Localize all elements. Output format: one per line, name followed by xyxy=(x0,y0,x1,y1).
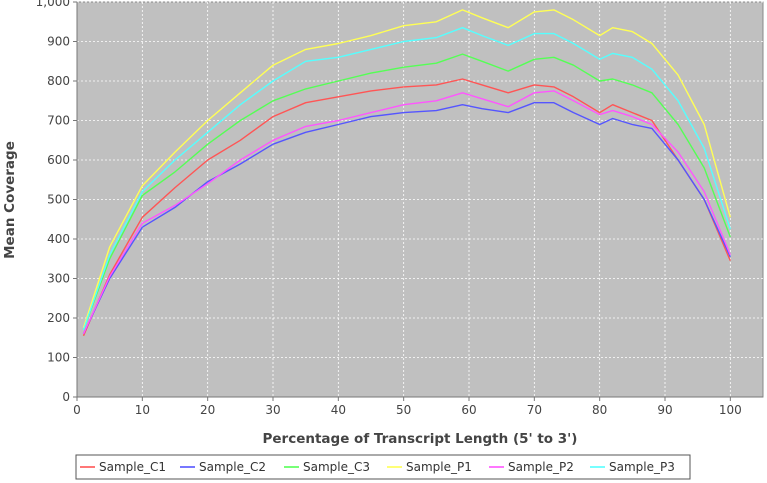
y-axis-title: Mean Coverage xyxy=(2,141,18,259)
y-tick-label: 500 xyxy=(47,193,70,207)
legend: Sample_C1 Sample_C2 Sample_C3 Sample_P1 Samp… xyxy=(75,454,691,480)
y-tick-label: 400 xyxy=(47,232,70,246)
y-tick-label: 700 xyxy=(47,114,70,128)
series-lines xyxy=(82,9,731,337)
series-line-sample-p1 xyxy=(82,9,731,329)
series-line-sample-c1 xyxy=(82,78,731,337)
x-tick-label: 90 xyxy=(657,403,672,417)
series-line-sample-p3 xyxy=(82,27,731,331)
legend-box xyxy=(75,454,691,480)
y-tick-label: 900 xyxy=(47,35,70,49)
y-tick-label: 800 xyxy=(47,74,70,88)
legend-label: Sample_C3 xyxy=(303,460,370,474)
series-line-sample-c2 xyxy=(82,101,731,335)
x-tick-label: 60 xyxy=(461,403,476,417)
x-tick-label: 40 xyxy=(331,403,346,417)
series-line-sample-c3 xyxy=(82,53,731,331)
y-tick-label: 100 xyxy=(47,351,70,365)
x-tick-label: 100 xyxy=(719,403,742,417)
x-tick-label: 10 xyxy=(135,403,150,417)
x-axis-title: Percentage of Transcript Length (5' to 3… xyxy=(263,431,578,447)
x-tick-label: 0 xyxy=(73,403,81,417)
plot-area xyxy=(76,1,764,398)
y-tick-label: 200 xyxy=(47,311,70,325)
y-tick-label: 600 xyxy=(47,153,70,167)
legend-label: Sample_C1 xyxy=(99,460,166,474)
legend-label: Sample_C2 xyxy=(199,460,266,474)
y-tick-label: 1,000 xyxy=(36,0,70,9)
y-tick-label: 300 xyxy=(47,272,70,286)
legend-label: Sample_P1 xyxy=(406,460,472,474)
series-line-sample-p2 xyxy=(82,90,731,335)
x-tick-label: 70 xyxy=(527,403,542,417)
y-tick-label: 0 xyxy=(62,390,70,404)
x-tick-label: 30 xyxy=(265,403,280,417)
x-tick-label: 50 xyxy=(396,403,411,417)
legend-label: Sample_P3 xyxy=(609,460,675,474)
x-tick-label: 20 xyxy=(200,403,215,417)
legend-label: Sample_P2 xyxy=(508,460,574,474)
y-axis-ticks: 0 100 200 300 400 500 600 700 800 900 1,000 xyxy=(36,0,77,404)
x-tick-label: 80 xyxy=(592,403,607,417)
x-axis-ticks: 0 10 20 30 40 50 60 70 80 90 100 xyxy=(73,397,742,417)
